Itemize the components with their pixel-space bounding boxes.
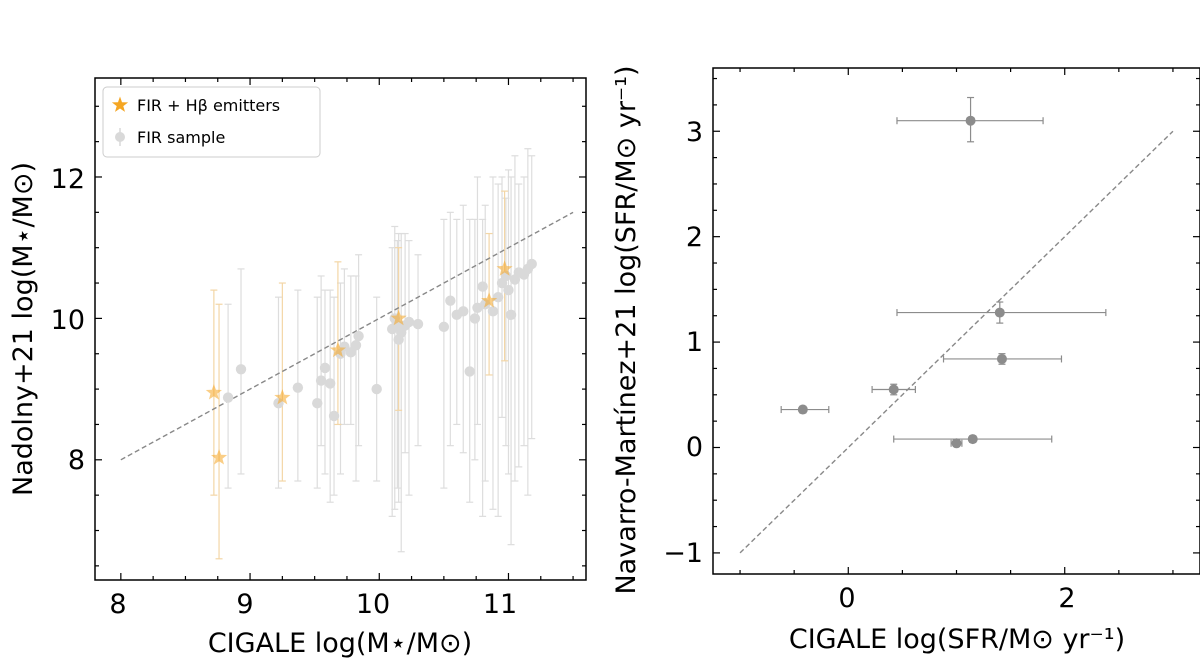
x-tick-label-0: 0 — [838, 583, 855, 614]
data-point — [965, 115, 976, 126]
data-point-star — [205, 384, 222, 400]
stellar-mass-plot-frame — [94, 77, 587, 581]
data-point — [235, 364, 247, 375]
y-tick-label-neg1: −1 — [663, 538, 703, 569]
data-point — [312, 398, 323, 409]
x-tick-label-9: 9 — [236, 589, 253, 620]
data-point — [951, 438, 962, 449]
data-point — [503, 284, 514, 296]
sfr-x-axis-label: CIGALE log(SFR/M⊙ yr⁻¹) — [789, 624, 1125, 655]
data-point — [472, 302, 483, 313]
data-point — [967, 434, 978, 445]
data-point-star — [481, 292, 498, 308]
y-tick-label-12: 12 — [51, 164, 85, 195]
sfr-y-axis-label: Navarro-Martínez+21 log(SFR/M⊙ yr⁻¹) — [611, 65, 642, 594]
data-point — [469, 313, 481, 324]
sfr-plot-data — [739, 96, 1174, 554]
one-to-one-line — [120, 211, 574, 461]
sfr-panel: 0 2 −1 0 1 2 3 CIGALE log(SFR/M⊙ yr⁻¹) N… — [611, 65, 1200, 655]
y-tick-label-1: 1 — [686, 327, 703, 358]
data-point — [458, 306, 469, 317]
data-point — [996, 353, 1007, 364]
data-point — [477, 281, 488, 292]
legend-label-fir-hbeta: FIR + Hβ emitters — [137, 96, 280, 115]
y-tick-label-2: 2 — [686, 222, 703, 253]
legend-box — [102, 86, 321, 158]
data-point-star — [210, 449, 228, 465]
data-point — [487, 306, 499, 317]
data-point — [994, 307, 1005, 318]
data-point — [371, 383, 382, 395]
legend-label-fir-sample: FIR sample — [137, 128, 225, 147]
y-tick-label-8: 8 — [68, 445, 85, 476]
stellar-mass-tick-marks — [95, 78, 586, 580]
data-point-star — [274, 389, 291, 405]
data-point — [319, 362, 331, 374]
legend: FIR + Hβ emitters FIR sample — [102, 86, 321, 158]
data-point — [412, 318, 424, 330]
data-point — [888, 384, 899, 395]
data-point — [328, 410, 340, 422]
y-tick-label-10: 10 — [51, 305, 85, 336]
data-point — [445, 295, 456, 306]
sfr-tick-marks — [713, 68, 1200, 574]
data-point — [526, 258, 537, 270]
data-point — [292, 382, 304, 393]
data-point — [505, 309, 517, 321]
data-point — [464, 366, 475, 377]
stellar-mass-x-axis-label: CIGALE log(M⋆/M⊙) — [208, 628, 472, 659]
legend-star-marker-icon — [111, 96, 129, 112]
y-tick-label-3: 3 — [686, 117, 703, 148]
data-point-star — [329, 341, 346, 358]
data-point — [353, 330, 364, 342]
stellar-mass-y-axis-label: Nadolny+21 log(M⋆/M⊙) — [8, 162, 39, 496]
stellar-mass-plot-data — [120, 148, 574, 560]
x-tick-label-2: 2 — [1058, 583, 1075, 614]
data-point — [797, 404, 808, 415]
one-to-one-line — [739, 130, 1174, 554]
sfr-plot-frame — [712, 67, 1200, 575]
x-tick-label-8: 8 — [109, 589, 126, 620]
data-point — [403, 316, 415, 328]
data-point — [324, 378, 336, 389]
data-point — [315, 375, 327, 386]
stellar-mass-panel: 8 9 10 11 8 10 12 CIGALE log(M⋆/M⊙) Nado… — [8, 77, 587, 659]
data-point-star — [496, 260, 513, 276]
data-point-star — [390, 309, 407, 326]
data-point — [350, 340, 362, 351]
x-tick-label-11: 11 — [483, 589, 517, 620]
legend-circle-marker-icon — [115, 132, 125, 142]
data-point — [438, 321, 450, 333]
data-point — [222, 392, 234, 403]
x-tick-label-10: 10 — [356, 589, 390, 620]
y-tick-label-0: 0 — [686, 432, 703, 463]
data-point — [492, 291, 504, 303]
